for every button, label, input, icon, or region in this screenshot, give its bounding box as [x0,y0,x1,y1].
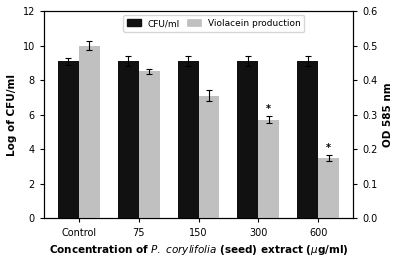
X-axis label: Concentration of $\it{P.\ corylifolia}$ (seed) extract ($\mu$g/ml): Concentration of $\it{P.\ corylifolia}$ … [49,243,348,257]
Bar [139,72,160,219]
Legend: CFU/ml, Violacein production: CFU/ml, Violacein production [124,16,304,32]
Bar [318,158,339,219]
Bar [79,45,100,219]
Bar [118,61,139,219]
Bar [178,61,198,219]
Y-axis label: Log of CFU/ml: Log of CFU/ml [7,74,17,156]
Y-axis label: OD 585 nm: OD 585 nm [383,82,393,147]
Bar [198,96,220,219]
Bar [258,120,279,219]
Bar [297,61,318,219]
Bar [237,61,258,219]
Text: *: * [326,143,331,153]
Bar [58,61,79,219]
Text: *: * [266,104,271,114]
